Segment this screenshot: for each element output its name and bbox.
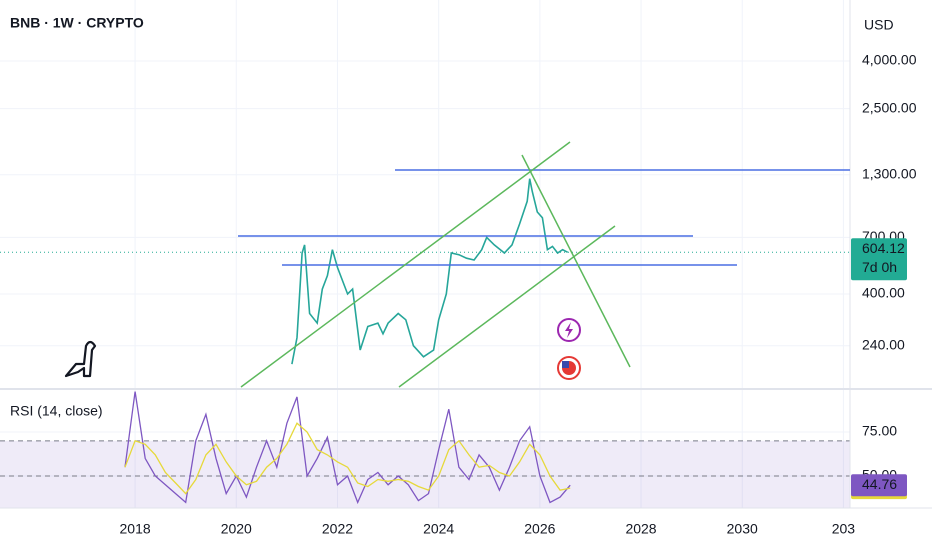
last-price-box [851,238,907,281]
chart-title: BNB · 1W · CRYPTO [10,15,144,31]
countdown-label: 7d 0h [862,259,897,275]
y-tick-label: 240.00 [862,336,905,352]
last-price-label: 604.12 [862,240,905,256]
x-tick-label: 2026 [524,521,555,537]
drawings [238,141,850,388]
x-tick-label: 203 [832,521,856,537]
trend-line [240,141,571,388]
y-tick-label: 2,500.00 [862,99,917,115]
logo [64,340,97,378]
x-tick-label: 2028 [625,521,656,537]
event-icon[interactable] [557,318,581,342]
trend-line [398,225,616,388]
x-tick-label: 2024 [423,521,454,537]
last-value-label: 44.76 [862,476,897,492]
indicator-title: RSI (14, close) [10,403,103,419]
rsi-line [124,391,571,505]
x-tick-label: 2018 [120,521,151,537]
rsi-line [124,422,571,495]
y-tick-label: 75.00 [862,423,897,439]
price-line [291,178,569,365]
y-tick-label: 400.00 [862,285,905,301]
x-tick-label: 2030 [727,521,758,537]
trend-line [521,154,631,368]
price-pane [0,0,850,388]
currency-label: USD [864,17,894,33]
x-tick-label: 2022 [322,521,353,537]
event-icon[interactable] [557,356,581,380]
y-tick-label: 1,300.00 [862,165,917,181]
x-tick-label: 2020 [221,521,252,537]
y-tick-label: 4,000.00 [862,52,917,68]
last-value-box [851,474,907,497]
rsi-pane [0,390,850,508]
